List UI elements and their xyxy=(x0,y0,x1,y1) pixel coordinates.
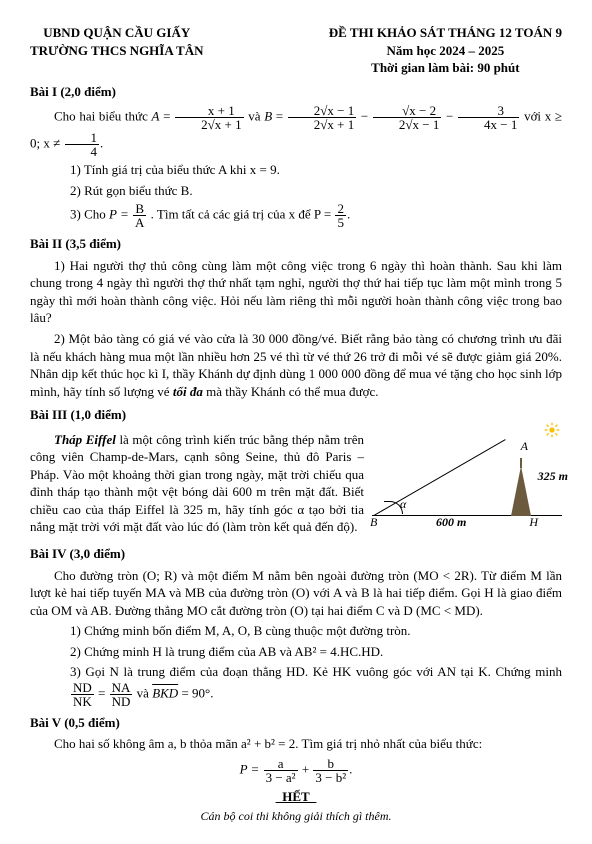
bai2-p2: 2) Một bảo tàng có giá vé vào cửa là 30 … xyxy=(30,330,562,400)
label-B: B xyxy=(370,514,377,530)
q3-frac1-4: ND NK xyxy=(71,681,94,708)
header-right: ĐỀ THI KHẢO SÁT THÁNG 12 TOÁN 9 Năm học … xyxy=(329,24,562,77)
q3-42d: ND xyxy=(110,694,133,708)
bai1-intro: Cho hai biểu thức A = x + 1 2√x + 1 và B… xyxy=(30,104,562,158)
q3-pre: 3) Cho xyxy=(70,207,109,222)
q3-42n: NA xyxy=(110,681,133,694)
p5-dot: . xyxy=(349,761,352,776)
bai3-text: Tháp Eiffel là một công trình kiến trúc … xyxy=(30,428,364,539)
p5-frac2: b 3 − b² xyxy=(313,757,348,784)
eqA: = xyxy=(159,109,174,124)
cond-n: 1 xyxy=(65,131,100,144)
q3-and4: và xyxy=(137,685,153,700)
B2-den: 2√x − 1 xyxy=(373,117,441,131)
eqB: = xyxy=(272,109,287,124)
label-325: 325 m xyxy=(538,468,568,484)
cond-frac: 1 4 xyxy=(65,131,100,158)
q3-f1d: A xyxy=(133,215,146,229)
bai5-title: Bài V (0,5 điểm) xyxy=(30,714,562,732)
bai5-eq: P = a 3 − a² + b 3 − b² . xyxy=(30,757,562,784)
frac-B1: 2√x − 1 2√x + 1 xyxy=(288,104,356,131)
bai1-q1: 1) Tính giá trị của biểu thức A khi x = … xyxy=(30,161,562,179)
cond-d: 4 xyxy=(65,144,100,158)
label-A: A xyxy=(521,438,528,454)
footer-note: Cán bộ coi thi không giải thích gì thêm. xyxy=(30,808,562,824)
bai1-title: Bài I (2,0 điểm) xyxy=(30,83,562,101)
frac-B2: √x − 2 2√x − 1 xyxy=(373,104,441,131)
A-num: x + 1 xyxy=(175,104,243,117)
q3-frac2-4: NA ND xyxy=(110,681,133,708)
p5-f1n: a xyxy=(264,757,298,770)
q3-f2d: 5 xyxy=(335,215,346,229)
eiffel-diagram: B H A 600 m 325 m α xyxy=(372,422,562,532)
bai3-row: Tháp Eiffel là một công trình kiến trúc … xyxy=(30,428,562,539)
sym-P5: P = xyxy=(240,761,263,776)
bai4-q1: 1) Chứng minh bốn điểm M, A, O, B cùng t… xyxy=(30,622,562,640)
bai3-body: là một công trình kiến trúc bằng thép nằ… xyxy=(30,432,364,535)
B1-den: 2√x + 1 xyxy=(288,117,356,131)
p5-f2n: b xyxy=(313,757,348,770)
bai4-q2: 2) Chứng minh H là trung điểm của AB và … xyxy=(30,643,562,661)
exam-year: Năm học 2024 – 2025 xyxy=(329,42,562,60)
frac-A: x + 1 2√x + 1 xyxy=(175,104,243,131)
bai4-title: Bài IV (3,0 điểm) xyxy=(30,545,562,563)
q3-f1n: B xyxy=(133,202,146,215)
q3-P: P = xyxy=(109,207,132,222)
bai2-title: Bài II (3,5 điểm) xyxy=(30,235,562,253)
and1: và xyxy=(248,109,264,124)
q3-41d: NK xyxy=(71,694,94,708)
label-alpha: α xyxy=(400,496,406,512)
bai4-p1: Cho đường tròn (O; R) và một điểm M nằm … xyxy=(30,567,562,620)
bai5-p1: Cho hai số không âm a, b thỏa mãn a² + b… xyxy=(30,735,562,753)
q3-pre4: 3) Gọi N là trung điểm của đoạn thẳng HD… xyxy=(70,664,562,679)
label-H: H xyxy=(529,514,538,530)
bai2-p1: 1) Hai người thợ thủ công cùng làm một c… xyxy=(30,257,562,327)
q3-post: . xyxy=(347,207,350,222)
bai2-p2c: mà thầy Khánh có thể mua được. xyxy=(203,384,379,399)
bai4-q3: 3) Gọi N là trung điểm của đoạn thẳng HD… xyxy=(30,663,562,708)
bai3-para: Tháp Eiffel là một công trình kiến trúc … xyxy=(30,431,364,536)
q3-frac1: B A xyxy=(133,202,146,229)
bai1-q3: 3) Cho P = B A . Tìm tất cả các giá trị … xyxy=(30,202,562,229)
B3-den: 4x − 1 xyxy=(458,117,519,131)
exam-title: ĐỀ THI KHẢO SÁT THÁNG 12 TOÁN 9 xyxy=(329,24,562,42)
org-line2: TRƯỜNG THCS NGHĨA TÂN xyxy=(30,42,204,60)
A-den: 2√x + 1 xyxy=(175,117,243,131)
B1-num: 2√x − 1 xyxy=(288,104,356,117)
B3-num: 3 xyxy=(458,104,519,117)
B2-num: √x − 2 xyxy=(373,104,441,117)
p5-plus: + xyxy=(302,761,313,776)
p5-f1d: 3 − a² xyxy=(264,770,298,784)
dot1: . xyxy=(100,136,103,151)
p5-frac1: a 3 − a² xyxy=(264,757,298,784)
footer-het: _HẾT_ xyxy=(30,788,562,806)
sun-icon xyxy=(544,422,560,438)
q3-eq4: = xyxy=(98,685,109,700)
q3-post4: = 90°. xyxy=(178,685,213,700)
bai2-p2b: tối đa xyxy=(173,384,203,399)
org-line1: UBND QUẬN CẦU GIẤY xyxy=(30,24,204,42)
eiffel-bold: Tháp Eiffel xyxy=(54,432,116,447)
q3-41n: ND xyxy=(71,681,94,694)
label-600: 600 m xyxy=(436,514,466,530)
sym-B: B xyxy=(264,109,272,124)
frac-B3: 3 4x − 1 xyxy=(458,104,519,131)
q3-frac2: 2 5 xyxy=(335,202,346,229)
intro-pre: Cho hai biểu thức xyxy=(54,109,152,124)
exam-time: Thời gian làm bài: 90 phút xyxy=(329,59,562,77)
q3-bkd: BKD xyxy=(152,685,178,700)
p5-f2d: 3 − b² xyxy=(313,770,348,784)
q3-mid: . Tìm tất cả các giá trị của x để P = xyxy=(151,207,335,222)
header: UBND QUẬN CẦU GIẤY TRƯỜNG THCS NGHĨA TÂN… xyxy=(30,24,562,77)
q3-f2n: 2 xyxy=(335,202,346,215)
exam-page: UBND QUẬN CẦU GIẤY TRƯỜNG THCS NGHĨA TÂN… xyxy=(0,0,592,844)
header-left: UBND QUẬN CẦU GIẤY TRƯỜNG THCS NGHĨA TÂN xyxy=(30,24,204,77)
bai1-q2: 2) Rút gọn biểu thức B. xyxy=(30,182,562,200)
eiffel-tower-icon xyxy=(508,454,534,516)
